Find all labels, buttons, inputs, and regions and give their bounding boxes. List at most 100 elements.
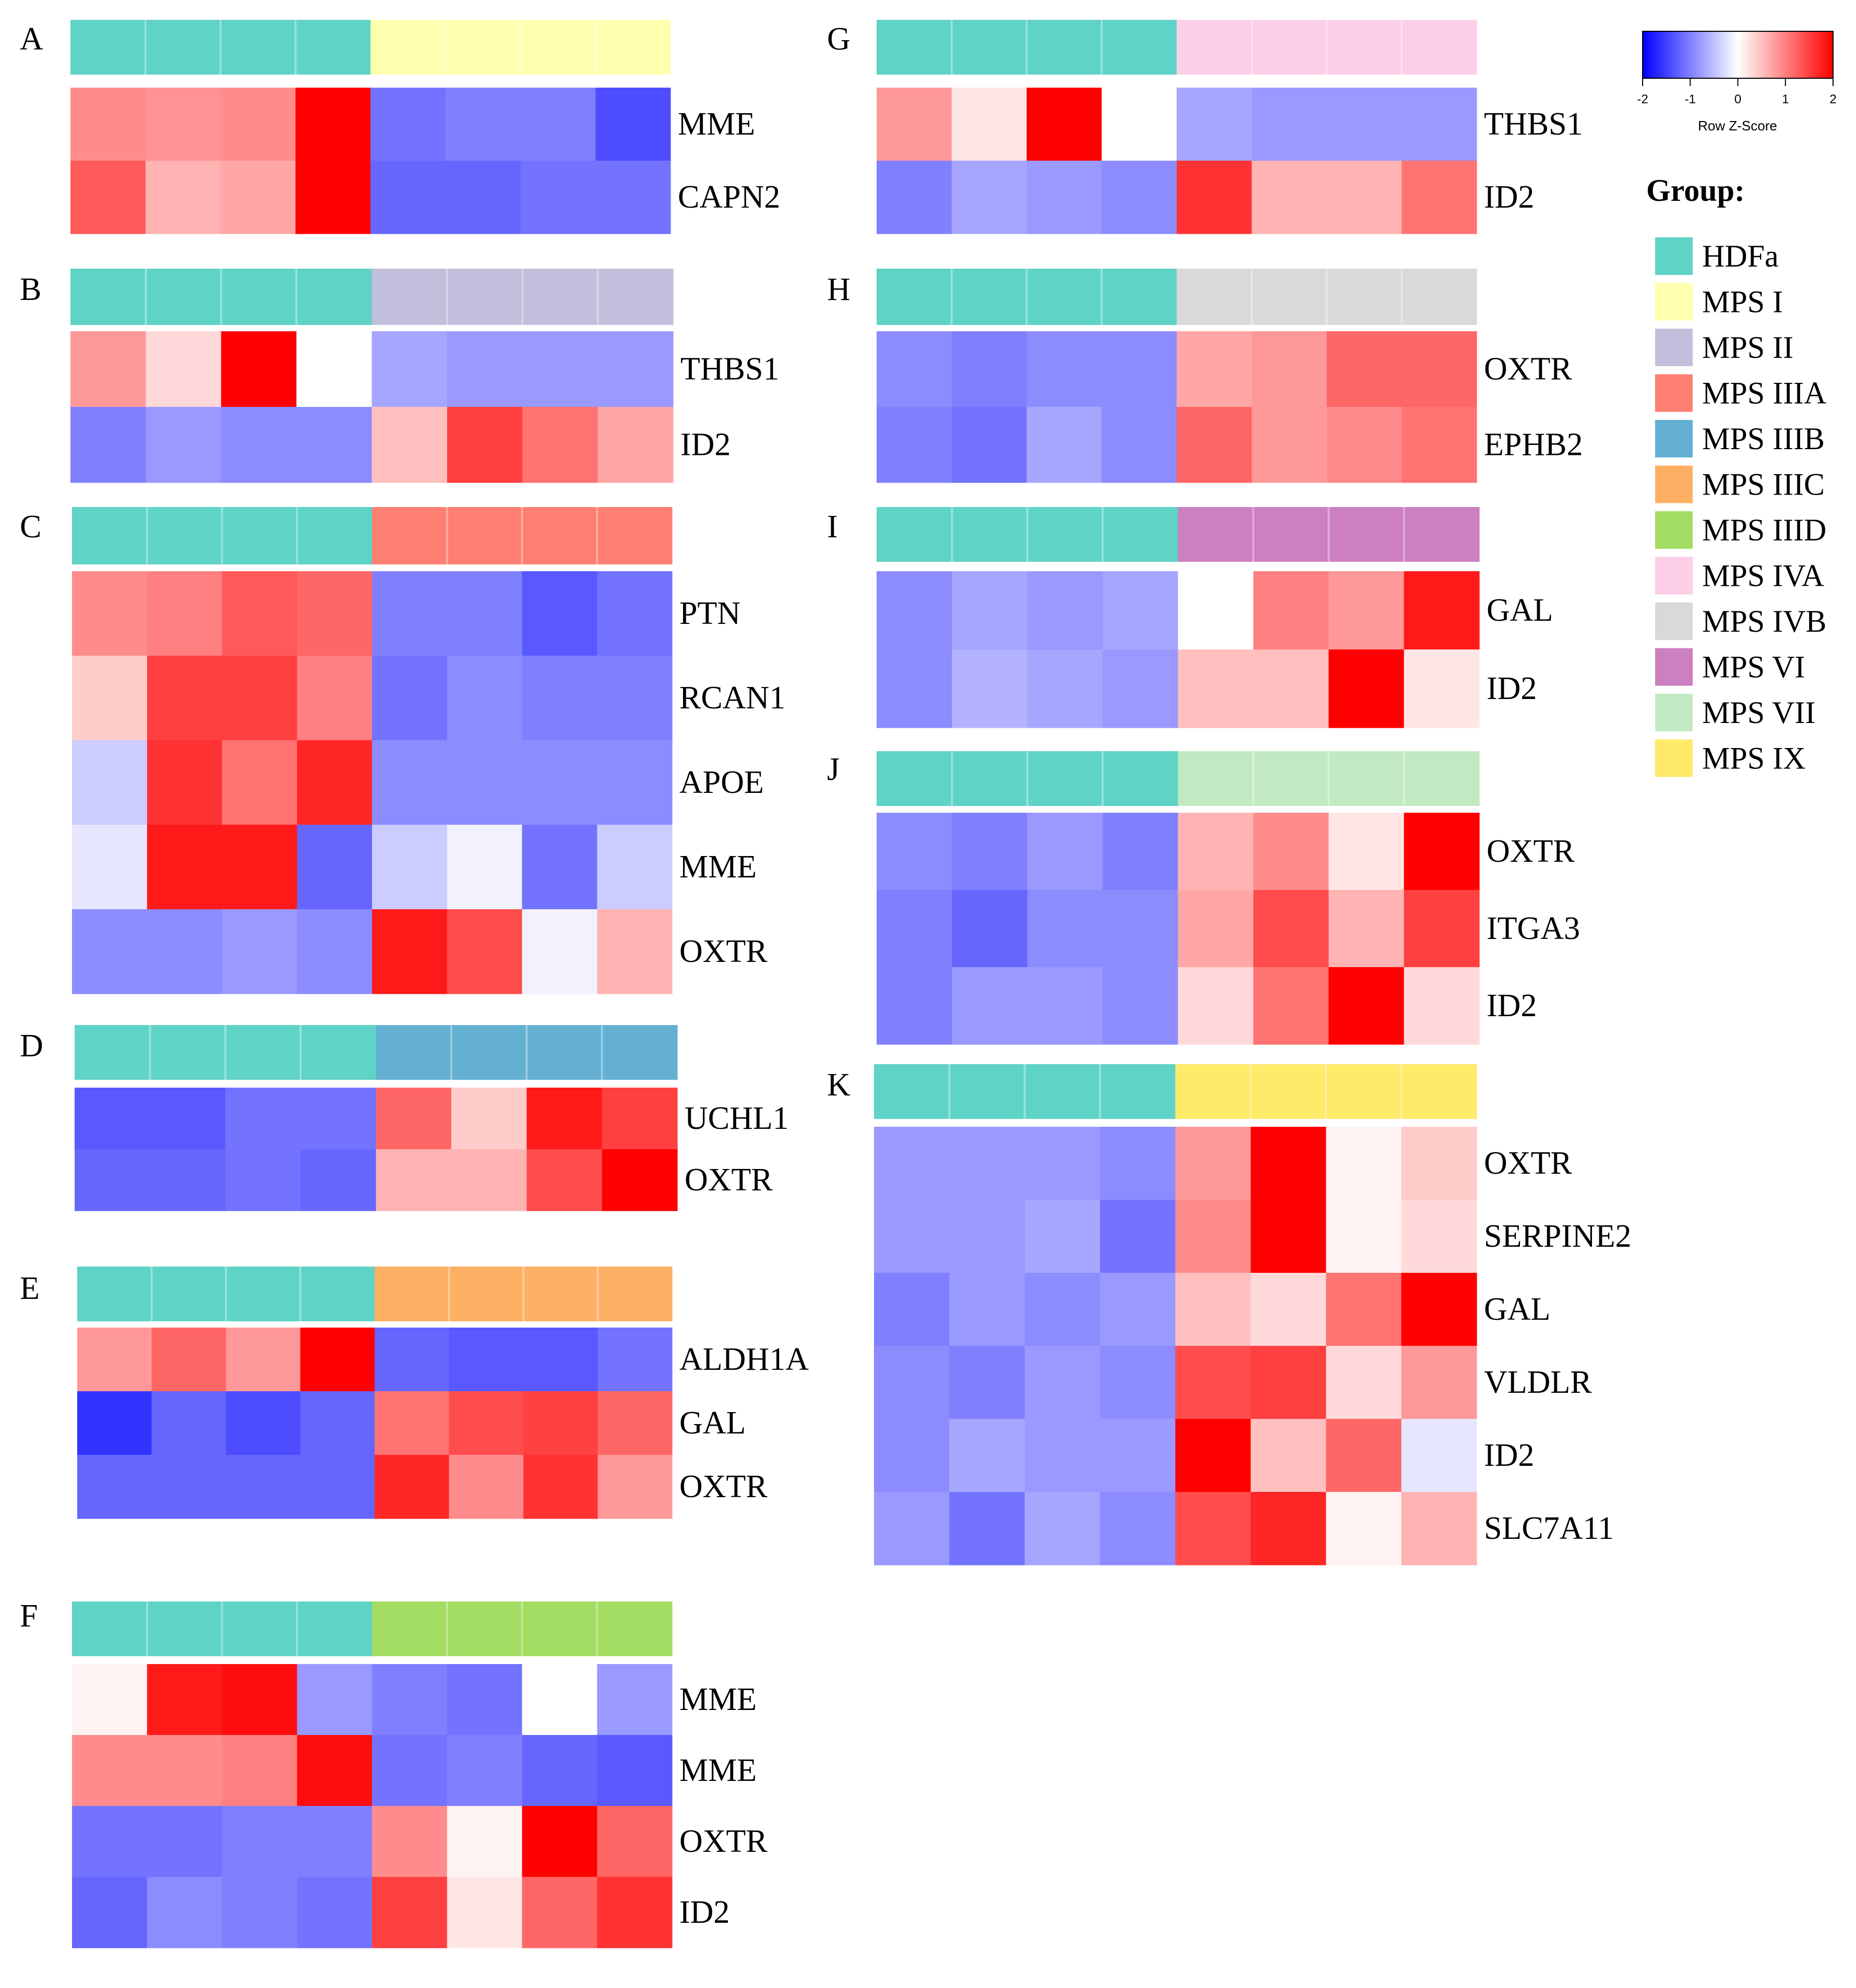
gene-label: OXTR — [679, 1824, 768, 1859]
heatmap-cell — [522, 1735, 597, 1806]
group-bar-segment — [874, 1064, 950, 1119]
heatmap-cell — [526, 1088, 603, 1150]
group-bar-segment — [72, 507, 148, 564]
group-bar-segment — [147, 1601, 223, 1656]
group-bar-segment — [376, 1025, 452, 1080]
legend-label: MPS VI — [1702, 650, 1805, 684]
heatmap-cell — [1027, 649, 1103, 728]
heatmap-cell — [1326, 1273, 1402, 1346]
panel-c: C PTN RCAN1 APOE MME OXTR — [20, 507, 785, 994]
heatmap-cell — [372, 909, 448, 994]
panel-letter: F — [20, 1598, 38, 1634]
heatmap-cell — [597, 1664, 673, 1736]
group-bar-segment — [1175, 1064, 1251, 1119]
heatmap-cell — [146, 331, 222, 407]
heatmap-cell — [222, 571, 297, 656]
heatmap-cell — [1326, 331, 1402, 407]
heatmap-cell — [522, 1877, 597, 1948]
panel-letter: I — [827, 509, 838, 545]
heatmap-cell — [1178, 571, 1254, 650]
legend-swatch — [1655, 511, 1693, 549]
gene-label: CAPN2 — [678, 179, 780, 215]
gene-label: OXTR — [1484, 1146, 1572, 1181]
heatmap-cell — [226, 1391, 301, 1455]
legend-label: MPS I — [1702, 285, 1783, 319]
group-bar-segment — [951, 20, 1027, 75]
heatmap-cell — [1326, 88, 1402, 161]
group-bar-segment — [297, 1601, 373, 1656]
heatmap-cell — [1253, 571, 1329, 650]
gene-label: RCAN1 — [679, 680, 785, 716]
heatmap-cell — [877, 649, 952, 728]
heatmap-cell — [72, 825, 148, 910]
heatmap-cell — [1328, 649, 1405, 728]
heatmap-cell — [1250, 1273, 1326, 1346]
heatmap-cell — [147, 656, 223, 741]
heatmap-cell — [370, 88, 446, 161]
group-bar-segment — [77, 1267, 152, 1321]
group-bar-segment — [522, 1601, 597, 1656]
legend-label: MPS IIIC — [1702, 467, 1825, 502]
group-bar-segment — [301, 1025, 377, 1080]
heatmap-cell — [372, 1877, 448, 1948]
heatmap-cell — [147, 1664, 223, 1736]
heatmap-cell — [1175, 1419, 1251, 1492]
heatmap-cell — [147, 1877, 223, 1948]
group-bar-segment — [297, 507, 373, 564]
gene-label: ID2 — [1487, 988, 1537, 1023]
group-bar-segment — [1101, 20, 1177, 75]
heatmap-cell — [597, 1455, 673, 1519]
heatmap-cell — [1402, 331, 1477, 407]
heatmap-cell — [447, 1877, 523, 1948]
heatmap-cell — [1251, 407, 1327, 483]
heatmap-cell — [296, 331, 373, 407]
heatmap-cell — [949, 1346, 1025, 1419]
heatmap-cell — [1175, 1273, 1251, 1346]
heatmap-cell — [1251, 88, 1327, 161]
heatmap-cell — [1026, 161, 1102, 234]
gene-label: GAL — [1487, 593, 1553, 628]
gene-label: VLDLR — [1484, 1365, 1592, 1400]
heatmap-cell — [151, 1328, 226, 1392]
legend-label: MPS IVA — [1702, 559, 1824, 593]
group-bar-segment — [221, 269, 297, 325]
heatmap-cell — [70, 407, 146, 483]
heatmap-cell — [376, 1088, 452, 1150]
group-bar-segment — [375, 1267, 450, 1321]
heatmap-cell — [1404, 890, 1480, 968]
heatmap-cell — [297, 740, 373, 825]
group-bar-segment — [145, 20, 221, 75]
heatmap-cell — [949, 1200, 1025, 1273]
heatmap-cell — [1404, 571, 1480, 650]
heatmap-cell — [1103, 967, 1179, 1045]
group-bar-segment — [1178, 507, 1254, 562]
heatmap-cell — [77, 1328, 152, 1392]
gene-label: GAL — [679, 1405, 746, 1441]
heatmap-cell — [147, 909, 223, 994]
group-bar-segment — [1250, 1064, 1326, 1119]
group-bar-segment — [597, 269, 674, 325]
heatmap-cell — [70, 161, 146, 234]
panel-e: E ALDH1A GAL OXTR — [20, 1267, 809, 1519]
heatmap-cell — [877, 331, 952, 407]
group-bar-segment — [952, 751, 1028, 806]
heatmap-cell — [375, 1391, 450, 1455]
heatmap-cell — [597, 1877, 673, 1948]
heatmap-cell — [595, 88, 671, 161]
heatmap-cell — [952, 967, 1028, 1045]
heatmap-cell — [949, 1273, 1025, 1346]
heatmap-cell — [520, 161, 596, 234]
heatmap-cell — [597, 825, 673, 910]
gene-label: ID2 — [680, 427, 731, 463]
heatmap-cell — [1326, 1127, 1402, 1200]
heatmap-cell — [1326, 407, 1402, 483]
group-bar-segment — [1253, 751, 1329, 806]
heatmap-cell — [1027, 890, 1103, 968]
heatmap-cell — [1178, 649, 1254, 728]
heatmap-cell — [220, 161, 296, 234]
heatmap-cell — [145, 161, 221, 234]
group-bar-segment — [522, 269, 598, 325]
heatmap-cell — [877, 407, 952, 483]
group-bar-segment — [1100, 1064, 1176, 1119]
panel-letter: G — [827, 21, 851, 57]
